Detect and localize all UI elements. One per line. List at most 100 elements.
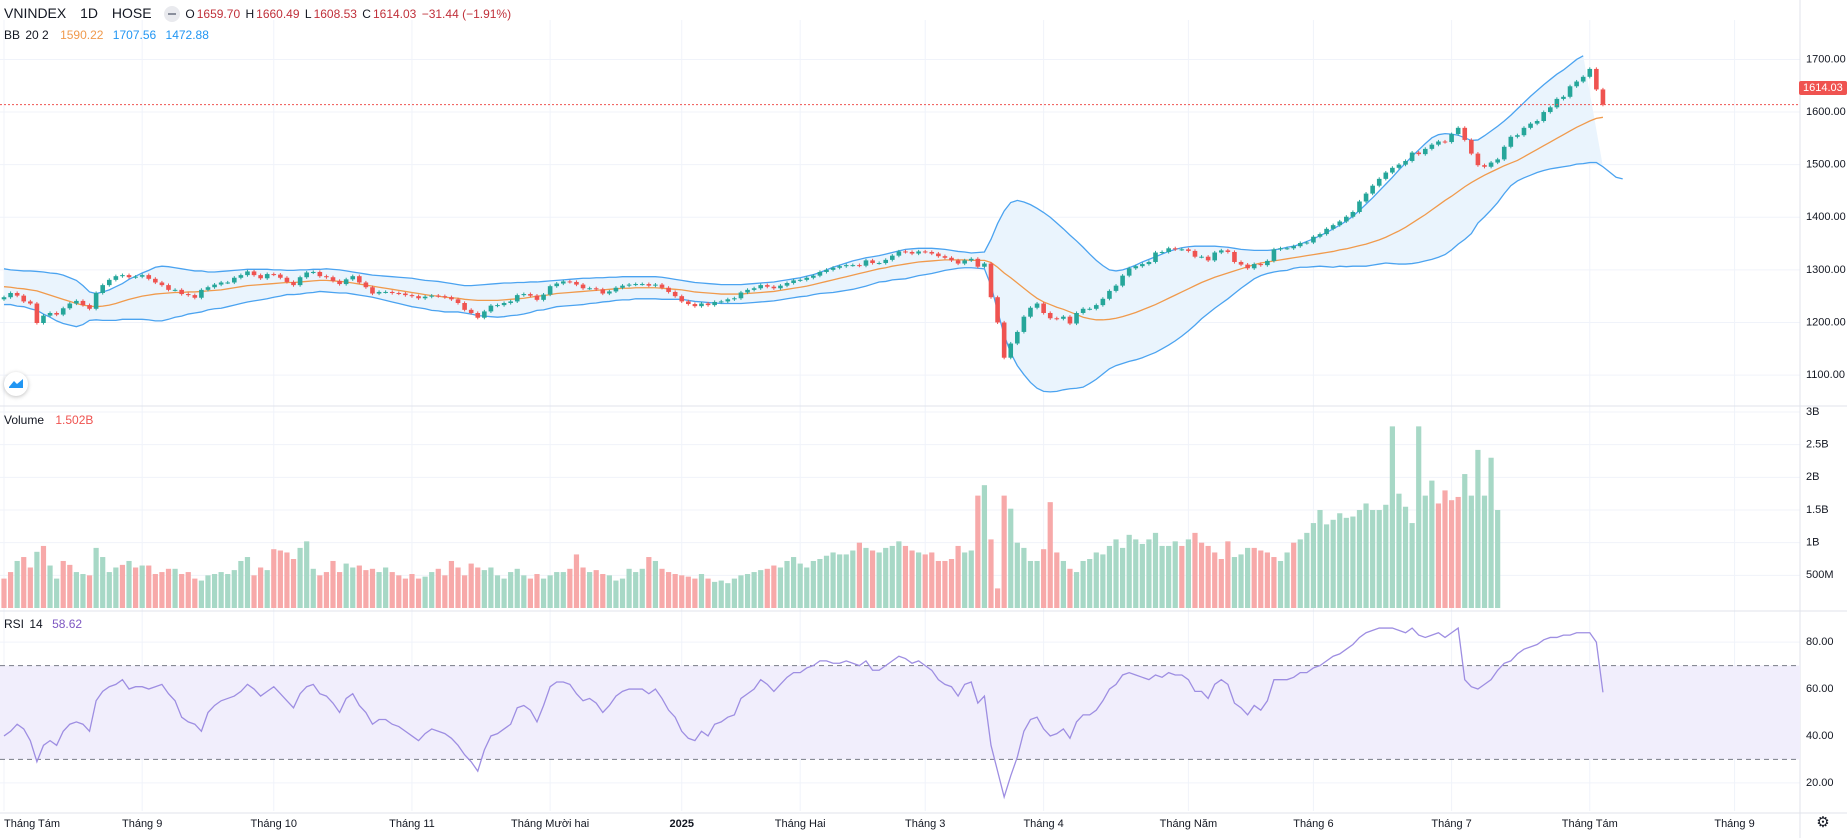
volume-bar: [1218, 559, 1224, 608]
bb-legend[interactable]: BB 20 2 1590.22 1707.56 1472.88: [4, 27, 211, 43]
volume-bar: [429, 572, 435, 608]
candle-body: [712, 301, 717, 306]
candle-body: [1219, 250, 1224, 253]
candle-body: [435, 295, 441, 297]
volume-bar: [1192, 532, 1198, 608]
volume-bar: [751, 572, 757, 608]
candle-body: [1153, 252, 1158, 262]
candle-body: [672, 291, 678, 297]
candle-body: [988, 263, 994, 298]
candle-body: [1344, 216, 1349, 222]
candle-body: [1469, 139, 1474, 154]
candle-body: [1093, 305, 1099, 309]
volume-bar: [685, 576, 691, 608]
candle-body: [797, 279, 803, 281]
volume-bar: [126, 560, 132, 608]
candle-body: [784, 283, 790, 286]
rsi-legend[interactable]: RSI 14 58.62: [4, 616, 84, 632]
volume-bar: [712, 581, 718, 608]
volume-bar: [7, 572, 14, 608]
volume-bar: [34, 551, 40, 608]
candle-body: [830, 267, 836, 270]
bb-lower-line: [4, 161, 1623, 393]
candle-body: [751, 288, 757, 290]
volume-bar: [1047, 502, 1053, 608]
volume-bar: [922, 554, 928, 608]
volume-bar: [73, 572, 79, 608]
volume-bar: [1087, 559, 1093, 608]
candle-body: [626, 284, 632, 286]
candle-body: [449, 297, 454, 300]
candle-body: [764, 285, 770, 287]
price-tick-label: 1400.00: [1806, 211, 1846, 223]
price-tick-label: 1200.00: [1806, 316, 1846, 328]
candle-body: [278, 274, 283, 278]
candle-body: [74, 300, 79, 304]
hide-icon[interactable]: [163, 6, 180, 23]
volume-bar: [718, 580, 724, 608]
volume-bar: [580, 567, 586, 608]
candle-body: [758, 285, 763, 289]
volume-bar: [962, 552, 968, 608]
candle-body: [1488, 162, 1494, 167]
volume-bar: [1245, 547, 1251, 608]
candle-body: [613, 287, 619, 292]
settings-gear-icon[interactable]: ⚙: [1816, 814, 1830, 831]
volume-bar: [80, 574, 86, 608]
candle-body: [1416, 152, 1421, 155]
symbol-name[interactable]: VNINDEX: [4, 5, 67, 21]
bb-band-fill: [4, 55, 1603, 392]
candle-body: [1442, 141, 1448, 143]
candle-body: [1429, 144, 1435, 149]
volume-bar: [1271, 557, 1277, 608]
volume-bar: [1495, 510, 1501, 608]
candle-body: [1140, 264, 1145, 267]
time-tick-label: Tháng 10: [251, 818, 297, 830]
volume-bar: [929, 552, 935, 608]
volume-bar: [225, 574, 231, 608]
volume-tick-label: 3B: [1806, 406, 1819, 418]
candle-body: [1120, 275, 1125, 286]
candle-body: [159, 282, 165, 286]
candle-body: [218, 282, 224, 285]
volume-bar: [698, 574, 705, 608]
candle-body: [1047, 312, 1053, 319]
volume-bar: [909, 550, 915, 608]
candle-body: [890, 255, 895, 260]
volume-bar: [639, 568, 645, 608]
candle-body: [567, 281, 573, 283]
volume-bar: [883, 547, 889, 608]
candle-body: [363, 282, 369, 288]
interval-label[interactable]: 1D: [80, 5, 99, 21]
volume-bar: [323, 572, 330, 608]
volume-bar: [1422, 495, 1428, 608]
volume-bar: [231, 570, 237, 608]
candle-body: [106, 279, 112, 286]
volume-bar: [968, 550, 974, 608]
volume-bar: [27, 567, 33, 608]
candle-body: [1146, 261, 1152, 265]
volume-bar: [869, 550, 876, 608]
candle-body: [1225, 250, 1231, 252]
candle-body: [238, 275, 244, 278]
volume-bar: [264, 570, 270, 608]
tradingview-logo-button[interactable]: [4, 372, 28, 396]
candle-body: [153, 278, 158, 283]
volume-bar: [508, 572, 514, 608]
volume-bar: [455, 567, 461, 608]
volume-bar: [889, 545, 895, 608]
volume-bar: [363, 570, 369, 608]
volume-bar: [633, 572, 639, 608]
symbol-legend: VNINDEX 1D HOSE O 1659.70 H 1660.49 L 1608.…: [4, 5, 515, 23]
volume-bar: [350, 567, 356, 608]
volume-bar: [1376, 510, 1382, 608]
volume-bar: [389, 572, 395, 608]
candle-body: [482, 311, 487, 318]
volume-bar: [1488, 457, 1494, 608]
candle-body: [699, 303, 704, 307]
candle-body: [1541, 112, 1547, 121]
candle-body: [646, 284, 652, 286]
volume-legend[interactable]: Volume 1.502B: [4, 412, 95, 428]
